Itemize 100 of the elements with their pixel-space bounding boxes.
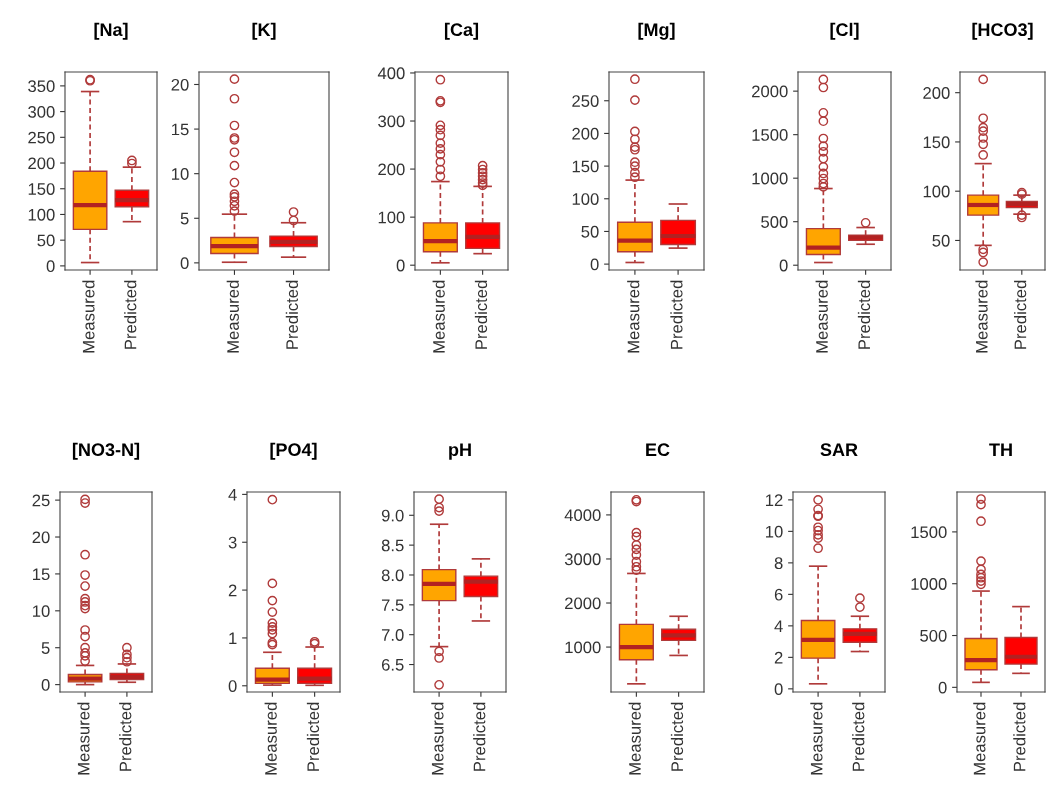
y-tick-label: 0 <box>228 680 237 692</box>
x-tick-label: Predicted <box>857 280 871 349</box>
y-tick-label: 50 <box>932 234 950 247</box>
x-tick-label: Predicted <box>124 280 137 349</box>
x-tick-label: Predicted <box>285 280 299 349</box>
y-tick-label: 1000 <box>911 578 947 590</box>
y-tick-label: 10 <box>766 525 783 538</box>
y-tick-label: 15 <box>172 123 189 136</box>
chart-title: [NO3-N] <box>72 442 140 460</box>
chart-title: pH <box>449 443 471 460</box>
y-tick-label: 150 <box>923 136 950 149</box>
chart-title: [Ca] <box>444 22 479 40</box>
y-tick-label: 150 <box>572 160 599 173</box>
y-tick-label: 2 <box>228 584 237 597</box>
y-tick-label: 5 <box>41 642 50 654</box>
y-tick-label: 1500 <box>752 129 788 141</box>
y-tick-label: 0 <box>396 259 405 272</box>
y-tick-label: 20 <box>32 531 50 544</box>
x-tick-label: Measured <box>975 280 988 353</box>
y-tick-label: 5 <box>180 212 189 225</box>
y-tick-label: 6 <box>774 588 783 601</box>
y-tick-label: 300 <box>28 106 55 118</box>
y-tick-label: 1000 <box>752 172 788 185</box>
x-tick-label: Predicted <box>852 702 865 771</box>
y-tick-label: 0 <box>590 258 599 271</box>
y-tick-label: 2000 <box>752 85 788 98</box>
y-tick-label: 2 <box>774 651 783 664</box>
x-tick-label: Predicted <box>670 280 683 349</box>
y-tick-label: 8.5 <box>381 539 404 552</box>
y-tick-label: 100 <box>378 211 405 224</box>
y-tick-label: 150 <box>28 183 55 195</box>
x-tick-label: Predicted <box>306 702 320 771</box>
y-tick-label: 0 <box>46 260 55 273</box>
y-tick-label: 7.0 <box>381 629 404 641</box>
y-tick-label: 2000 <box>565 597 601 610</box>
y-tick-label: 200 <box>923 87 950 99</box>
x-tick-label: Measured <box>431 702 444 775</box>
y-tick-label: 500 <box>920 629 947 642</box>
y-tick-label: 100 <box>28 208 55 221</box>
y-tick-label: 1500 <box>911 526 947 539</box>
y-tick-label: 12 <box>766 494 783 506</box>
y-tick-label: 1000 <box>565 641 601 654</box>
chart-title: SAR <box>820 443 858 457</box>
y-tick-label: 6.5 <box>381 658 404 671</box>
x-tick-label: Measured <box>82 280 95 353</box>
chart-title: [PO4] <box>270 442 317 460</box>
y-tick-label: 0 <box>41 679 50 691</box>
chart-title: [Na] <box>94 22 128 40</box>
chart-title: [HCO3] <box>972 22 1033 40</box>
y-tick-label: 400 <box>377 67 405 80</box>
y-tick-label: 250 <box>572 95 599 107</box>
y-tick-label: 0 <box>774 683 783 696</box>
chart-title: EC <box>646 443 670 457</box>
y-tick-label: 4 <box>228 488 237 501</box>
y-tick-label: 100 <box>572 193 599 205</box>
y-tick-label: 0 <box>180 257 189 270</box>
x-tick-label: Predicted <box>474 280 488 349</box>
chart-title: [K] <box>252 22 276 40</box>
y-tick-label: 8.0 <box>381 569 404 582</box>
y-tick-label: 7.5 <box>381 599 404 612</box>
y-tick-label: 250 <box>28 131 55 144</box>
y-tick-label: 350 <box>28 80 55 93</box>
y-tick-label: 200 <box>28 157 55 170</box>
y-tick-label: 3000 <box>564 553 601 566</box>
x-tick-label: Predicted <box>1014 280 1027 349</box>
x-tick-label: Measured <box>628 702 641 775</box>
x-tick-label: Measured <box>432 280 445 353</box>
y-tick-label: 100 <box>923 185 950 198</box>
x-tick-label: Measured <box>815 280 828 353</box>
x-tick-label: Measured <box>810 702 823 775</box>
y-tick-label: 500 <box>761 216 788 228</box>
x-tick-label: Predicted <box>119 702 132 771</box>
y-tick-label: 200 <box>378 163 405 176</box>
x-tick-label: Measured <box>77 702 90 775</box>
y-tick-label: 50 <box>37 234 55 247</box>
x-tick-label: Measured <box>226 280 239 353</box>
y-tick-label: 4 <box>774 620 783 632</box>
y-tick-label: 3 <box>228 536 237 549</box>
y-tick-label: 15 <box>33 568 50 581</box>
y-tick-label: 25 <box>32 494 50 507</box>
y-tick-label: 50 <box>581 225 599 238</box>
chart-title: [Mg] <box>638 22 675 40</box>
y-tick-label: 4000 <box>564 509 601 522</box>
x-tick-label: Measured <box>973 702 986 775</box>
y-tick-label: 20 <box>171 78 189 91</box>
y-tick-label: 9.0 <box>381 509 404 522</box>
x-tick-label: Predicted <box>473 702 486 771</box>
y-tick-label: 10 <box>172 168 189 180</box>
x-tick-label: Predicted <box>670 702 684 771</box>
y-tick-label: 300 <box>378 115 405 128</box>
x-tick-label: Measured <box>264 702 277 775</box>
y-tick-label: 200 <box>572 127 599 140</box>
chart-title: TH <box>989 443 1012 456</box>
chart-title: [Cl] <box>830 22 859 40</box>
x-tick-label: Predicted <box>1013 702 1026 771</box>
x-tick-label: Measured <box>627 280 640 353</box>
y-tick-label: 0 <box>938 681 947 694</box>
y-tick-label: 8 <box>774 557 783 570</box>
y-tick-label: 10 <box>33 605 50 618</box>
y-tick-label: 1 <box>229 632 237 644</box>
